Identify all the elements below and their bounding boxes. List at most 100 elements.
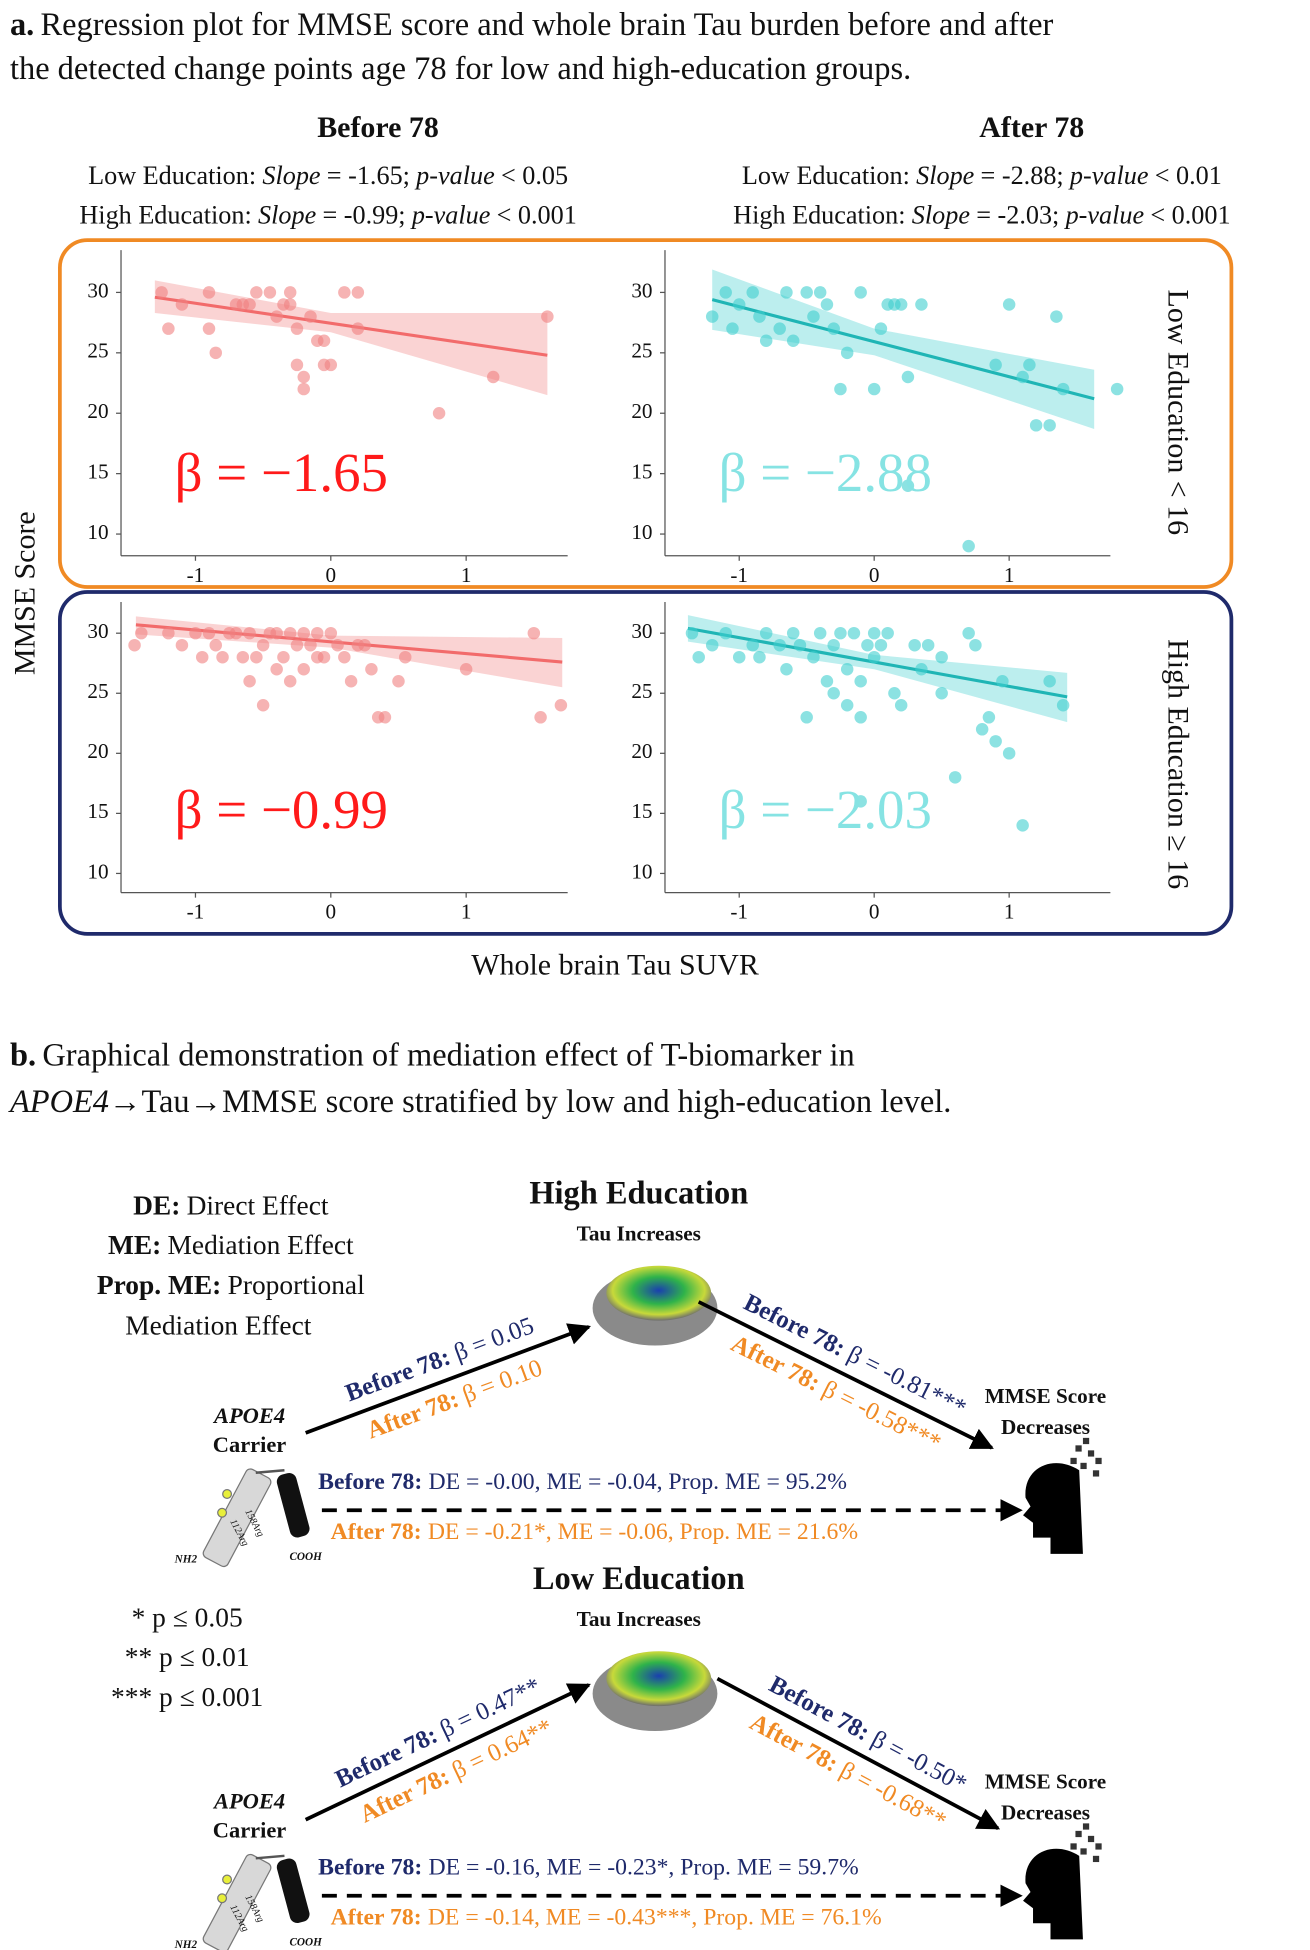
data-point	[894, 699, 908, 712]
data-point	[297, 370, 310, 384]
data-point	[732, 650, 746, 664]
caption-part: a.	[10, 7, 34, 43]
legend-entry-part: Mediation Effect	[168, 1231, 355, 1261]
data-point	[317, 650, 331, 664]
data-point	[344, 675, 358, 688]
data-point	[881, 626, 894, 640]
x-tick-label: 1	[461, 563, 472, 587]
data-point	[732, 298, 746, 311]
data-point	[432, 406, 446, 420]
caption-part: →Tau→MMSE score stratified by low and hi…	[109, 1084, 951, 1120]
direct-effect-part: Before 78:	[318, 1469, 422, 1495]
data-point	[243, 626, 256, 640]
y-tick-label: 15	[631, 799, 652, 823]
significance-key: * p ≤ 0.05	[132, 1602, 243, 1632]
data-point	[189, 626, 202, 640]
data-point	[705, 638, 719, 652]
data-point	[921, 638, 935, 652]
y-tick-label: 20	[631, 399, 652, 423]
data-point	[840, 699, 854, 712]
data-point	[719, 626, 732, 640]
stats-part: Slope	[916, 161, 975, 190]
x-tick-label: 1	[1004, 900, 1015, 924]
caption: the detected change points age 78 for lo…	[10, 51, 911, 87]
data-point	[311, 626, 324, 640]
data-point	[982, 711, 996, 724]
path-coefficient-part: β = 0.10	[459, 1354, 546, 1408]
data-point	[297, 382, 310, 396]
data-point	[236, 650, 250, 664]
y-axis-label: MMSE Score	[8, 511, 41, 675]
data-point	[378, 711, 392, 724]
y-tick-label: 10	[87, 520, 108, 544]
data-point	[888, 687, 901, 700]
caption-part: b.	[10, 1038, 36, 1074]
data-point	[283, 298, 297, 311]
data-point	[854, 675, 867, 688]
data-point	[786, 334, 800, 347]
data-point	[195, 650, 209, 664]
y-tick-label: 10	[631, 859, 652, 883]
data-point	[705, 310, 719, 323]
data-point	[780, 662, 793, 676]
beta-annotation: β = −2.03	[719, 779, 932, 840]
x-tick-label: -1	[730, 900, 748, 924]
arrow	[305, 1323, 591, 1435]
data-point	[338, 286, 351, 299]
data-point	[216, 650, 229, 664]
head-icon	[1070, 1457, 1077, 1465]
data-point	[1029, 419, 1043, 432]
legend-entry: Prop. ME: Proportional	[97, 1270, 365, 1300]
protein-label: NH2	[174, 1939, 198, 1950]
stats-part: Low Education:	[742, 161, 910, 190]
data-point	[128, 638, 141, 652]
data-point	[243, 298, 256, 311]
data-point	[861, 638, 874, 652]
data-point	[793, 638, 807, 652]
column-title: After 78	[979, 111, 1084, 144]
data-point	[753, 310, 766, 323]
head-icon	[1082, 1823, 1090, 1830]
stats-part: High Education:	[733, 201, 905, 230]
data-point	[256, 699, 270, 712]
direct-effect-part: DE = -0.14, ME = -0.43***, Prop. ME = 76…	[428, 1905, 882, 1931]
direct-effect: After 78: DE = -0.14, ME = -0.43***, Prop…	[331, 1905, 882, 1931]
stats-part: High Education:	[79, 201, 251, 230]
data-point	[317, 334, 331, 347]
data-point	[541, 310, 554, 323]
data-point	[962, 626, 975, 640]
data-point	[290, 638, 304, 652]
data-point	[827, 322, 840, 335]
stats-part: p-value	[1064, 201, 1145, 230]
stats-part: = -2.03;	[976, 201, 1059, 230]
direct-effect-part: DE = -0.16, ME = -0.23*, Prop. ME = 59.7…	[429, 1855, 859, 1881]
y-tick-label: 20	[87, 399, 108, 423]
data-point	[256, 638, 270, 652]
target-label: MMSE Score	[985, 1384, 1106, 1408]
data-point	[685, 626, 699, 640]
stats-part: p-value	[414, 161, 495, 190]
data-point	[1110, 382, 1124, 396]
caption: b. Graphical demonstration of mediation e…	[10, 1038, 855, 1074]
legend-entry-part: Proportional	[228, 1270, 366, 1300]
data-point	[820, 298, 834, 311]
x-tick-label: 0	[869, 900, 880, 924]
data-point	[304, 310, 317, 323]
data-point	[759, 334, 773, 347]
brain-icon	[606, 1651, 712, 1707]
data-point	[834, 382, 847, 396]
head-icon	[1080, 1462, 1087, 1470]
caption-part: APOE4	[8, 1084, 109, 1120]
row-label: Low Education < 16	[1161, 290, 1194, 536]
legend-entry-part: Direct Effect	[187, 1191, 329, 1221]
data-point	[1043, 419, 1056, 432]
direct-effect: Before 78: DE = -0.00, ME = -0.04, Prop. …	[318, 1469, 847, 1495]
data-point	[486, 370, 500, 384]
arrow	[697, 1300, 994, 1450]
data-point	[773, 638, 786, 652]
data-point	[915, 298, 928, 311]
data-point	[894, 298, 908, 311]
data-point	[901, 370, 915, 384]
data-point	[874, 638, 888, 652]
beta-annotation: β = −0.99	[175, 779, 388, 840]
